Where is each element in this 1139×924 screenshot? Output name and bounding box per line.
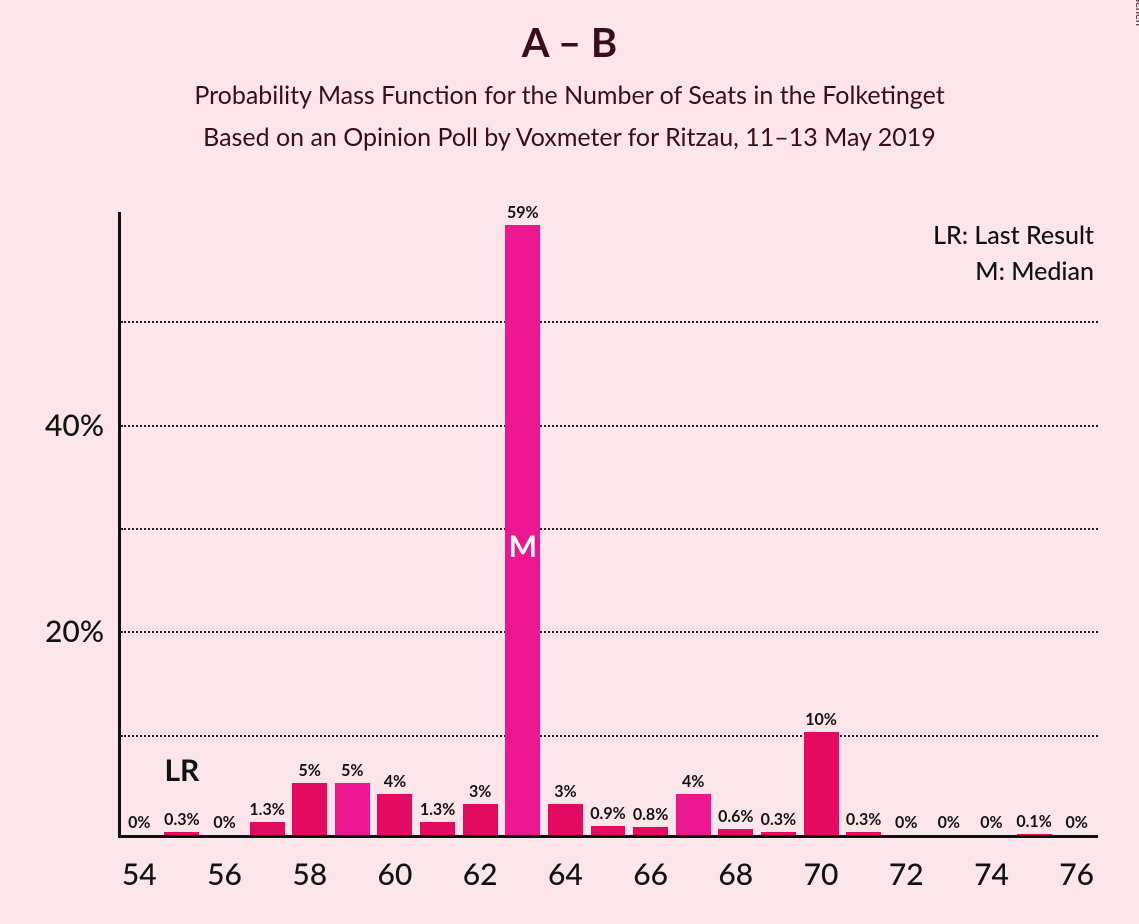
bar-value-label: 10% [805, 710, 837, 729]
bar [591, 826, 626, 835]
grid-line [121, 321, 1098, 323]
bar-value-label: 0.9% [590, 804, 625, 823]
bar-value-label: 0% [980, 813, 1002, 832]
bar-value-label: 0.3% [761, 810, 796, 829]
x-tick-label: 60 [378, 838, 413, 892]
legend-lr: LR: Last Result [933, 220, 1094, 250]
bar-value-label: 59% [507, 203, 539, 222]
bar [633, 827, 668, 835]
y-tick-label: 20% [45, 613, 118, 649]
grid-line [121, 528, 1098, 530]
bar-value-label: 0% [1065, 813, 1087, 832]
chart-subtitle-1: Probability Mass Function for the Number… [0, 80, 1139, 110]
bar-value-label: 3% [554, 782, 576, 801]
bar [676, 794, 711, 835]
bar-value-label: 0.8% [633, 805, 668, 824]
bar-value-label: 1.3% [249, 800, 284, 819]
x-tick-label: 72 [889, 838, 924, 892]
x-tick-label: 62 [463, 838, 498, 892]
bar [420, 822, 455, 835]
y-axis-line [118, 212, 121, 838]
bar [1017, 834, 1052, 835]
x-axis-line [118, 835, 1098, 838]
grid-line [121, 735, 1098, 737]
grid-line [121, 425, 1098, 427]
bar-value-label: 0.1% [1016, 812, 1051, 831]
x-tick-label: 70 [804, 838, 839, 892]
x-tick-label: 58 [292, 838, 327, 892]
x-tick-label: 56 [207, 838, 242, 892]
x-tick-label: 74 [974, 838, 1009, 892]
bar [804, 732, 839, 835]
bar [463, 804, 498, 835]
bar-value-label: 4% [682, 772, 704, 791]
x-tick-label: 54 [122, 838, 157, 892]
bar-value-label: 5% [341, 761, 363, 780]
bar [377, 794, 412, 835]
bar-value-label: 5% [299, 761, 321, 780]
grid-line [121, 631, 1098, 633]
bar-value-label: 4% [384, 772, 406, 791]
bar [164, 832, 199, 835]
bar-value-label: 3% [469, 782, 491, 801]
x-tick-label: 66 [633, 838, 668, 892]
bar [718, 829, 753, 835]
bar-value-label: 0.3% [846, 810, 881, 829]
last-result-marker: LR [164, 752, 199, 788]
bar [846, 832, 881, 835]
y-tick-label: 40% [45, 407, 118, 443]
bar-value-label: 0% [128, 813, 150, 832]
chart-plot-area: LR: Last Result M: Median 20%40%54565860… [118, 218, 1098, 838]
bar [548, 804, 583, 835]
bar [292, 783, 327, 835]
bar-value-label: 0.6% [718, 807, 753, 826]
chart-title: A – B [0, 18, 1139, 66]
bar-value-label: 0% [938, 813, 960, 832]
chart-subtitle-2: Based on an Opinion Poll by Voxmeter for… [0, 122, 1139, 152]
x-tick-label: 64 [548, 838, 583, 892]
copyright-text: © 2019 Filip van Laenen [1133, 0, 1139, 26]
bar-value-label: 0% [213, 813, 235, 832]
x-tick-label: 76 [1059, 838, 1094, 892]
chart-legend: LR: Last Result M: Median [933, 220, 1094, 286]
legend-median: M: Median [933, 256, 1094, 286]
bar [761, 832, 796, 835]
bar [250, 822, 285, 835]
median-marker: M [509, 528, 537, 564]
bar [335, 783, 370, 835]
bar-value-label: 1.3% [420, 800, 455, 819]
bar-value-label: 0% [895, 813, 917, 832]
bar-value-label: 0.3% [164, 810, 199, 829]
x-tick-label: 68 [718, 838, 753, 892]
